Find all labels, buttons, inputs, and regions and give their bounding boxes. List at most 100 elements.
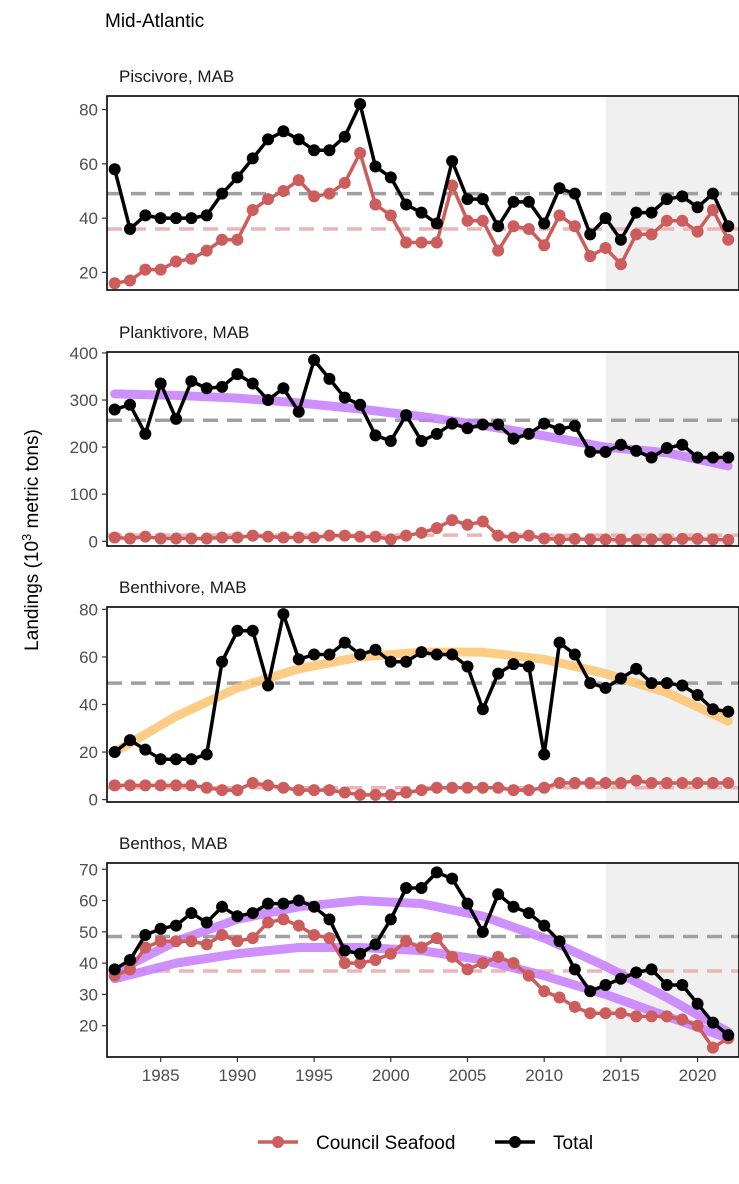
total-point bbox=[124, 398, 137, 411]
total-point bbox=[338, 636, 351, 649]
total-point bbox=[645, 206, 658, 219]
council-point bbox=[630, 228, 643, 241]
council-point bbox=[461, 963, 474, 976]
total-point bbox=[430, 648, 443, 661]
total-point bbox=[691, 997, 704, 1010]
council-point bbox=[676, 1013, 689, 1026]
total-point bbox=[400, 409, 413, 422]
council-point bbox=[706, 203, 719, 216]
recent-period-shade bbox=[605, 607, 739, 802]
y-tick-label: 200 bbox=[70, 438, 98, 457]
council-point bbox=[231, 233, 244, 246]
x-tick-label: 2005 bbox=[449, 1066, 487, 1085]
total-point bbox=[415, 646, 428, 659]
total-point bbox=[216, 380, 229, 393]
council-point bbox=[538, 781, 551, 794]
total-point bbox=[446, 155, 459, 168]
total-point bbox=[553, 636, 566, 649]
total-point bbox=[262, 394, 275, 407]
council-point bbox=[706, 1041, 719, 1054]
council-point bbox=[369, 530, 382, 543]
total-point bbox=[231, 368, 244, 381]
council-point bbox=[630, 774, 643, 787]
total-point bbox=[507, 658, 520, 671]
council-point bbox=[522, 969, 535, 982]
y-tick-label: 40 bbox=[79, 696, 98, 715]
total-point bbox=[308, 648, 321, 661]
total-point bbox=[645, 963, 658, 976]
council-point bbox=[553, 991, 566, 1004]
total-point bbox=[216, 655, 229, 668]
panel-1: Piscivore, MAB 20 40 60 80 bbox=[79, 67, 739, 291]
total-point bbox=[492, 418, 505, 431]
council-point bbox=[507, 784, 520, 797]
total-point bbox=[231, 171, 244, 184]
total-point bbox=[691, 451, 704, 464]
total-point bbox=[660, 979, 673, 992]
council-point bbox=[614, 258, 627, 271]
council-point bbox=[231, 935, 244, 948]
total-point bbox=[476, 193, 489, 206]
council-point bbox=[614, 1007, 627, 1020]
y-tick-label: 70 bbox=[79, 860, 98, 879]
y-tick-label: 80 bbox=[79, 600, 98, 619]
total-point bbox=[277, 125, 290, 138]
total-point bbox=[676, 438, 689, 451]
council-point bbox=[614, 533, 627, 546]
council-point bbox=[369, 198, 382, 211]
total-point bbox=[292, 653, 305, 666]
council-point bbox=[292, 174, 305, 187]
total-point bbox=[277, 382, 290, 395]
council-point bbox=[691, 776, 704, 789]
panel-4: Benthos, MAB 20 30 40 50 60 70 1985 1990 1995 2000… bbox=[79, 834, 739, 1085]
total-point bbox=[185, 907, 198, 920]
total-point bbox=[584, 677, 597, 690]
total-point bbox=[538, 417, 551, 430]
total-point bbox=[461, 422, 474, 435]
council-point bbox=[584, 533, 597, 546]
council-point bbox=[277, 913, 290, 926]
council-point bbox=[338, 529, 351, 542]
total-point bbox=[599, 681, 612, 694]
council-point bbox=[216, 531, 229, 544]
total-point bbox=[568, 963, 581, 976]
total-point bbox=[507, 195, 520, 208]
total-point bbox=[231, 910, 244, 923]
total-point bbox=[400, 198, 413, 211]
total-point bbox=[200, 382, 213, 395]
council-point bbox=[614, 776, 627, 789]
total-point bbox=[369, 160, 382, 173]
council-point bbox=[446, 179, 459, 192]
council-point bbox=[568, 220, 581, 233]
council-point bbox=[630, 1010, 643, 1023]
council-point bbox=[660, 533, 673, 546]
council-point bbox=[415, 236, 428, 249]
council-point bbox=[430, 236, 443, 249]
total-point bbox=[170, 412, 183, 425]
total-point bbox=[369, 938, 382, 951]
total-point bbox=[492, 888, 505, 901]
total-point bbox=[216, 900, 229, 913]
trend-line bbox=[110, 389, 733, 471]
x-tick-label: 1995 bbox=[295, 1066, 333, 1085]
y-tick-label: 400 bbox=[70, 344, 98, 363]
page-title: Mid-Atlantic bbox=[105, 11, 204, 32]
council-point bbox=[400, 935, 413, 948]
council-point bbox=[308, 531, 321, 544]
council-point bbox=[461, 781, 474, 794]
council-point bbox=[492, 781, 505, 794]
council-point bbox=[430, 932, 443, 945]
council-point bbox=[323, 932, 336, 945]
panel-title: Piscivore, MAB bbox=[119, 67, 234, 86]
total-point bbox=[308, 144, 321, 157]
council-point bbox=[139, 263, 152, 276]
panel-title: Benthivore, MAB bbox=[119, 578, 247, 597]
council-point bbox=[645, 776, 658, 789]
total-point bbox=[568, 419, 581, 432]
council-point bbox=[108, 531, 121, 544]
council-point bbox=[553, 776, 566, 789]
council-point bbox=[522, 529, 535, 542]
total-point bbox=[630, 444, 643, 457]
total-point bbox=[553, 423, 566, 436]
